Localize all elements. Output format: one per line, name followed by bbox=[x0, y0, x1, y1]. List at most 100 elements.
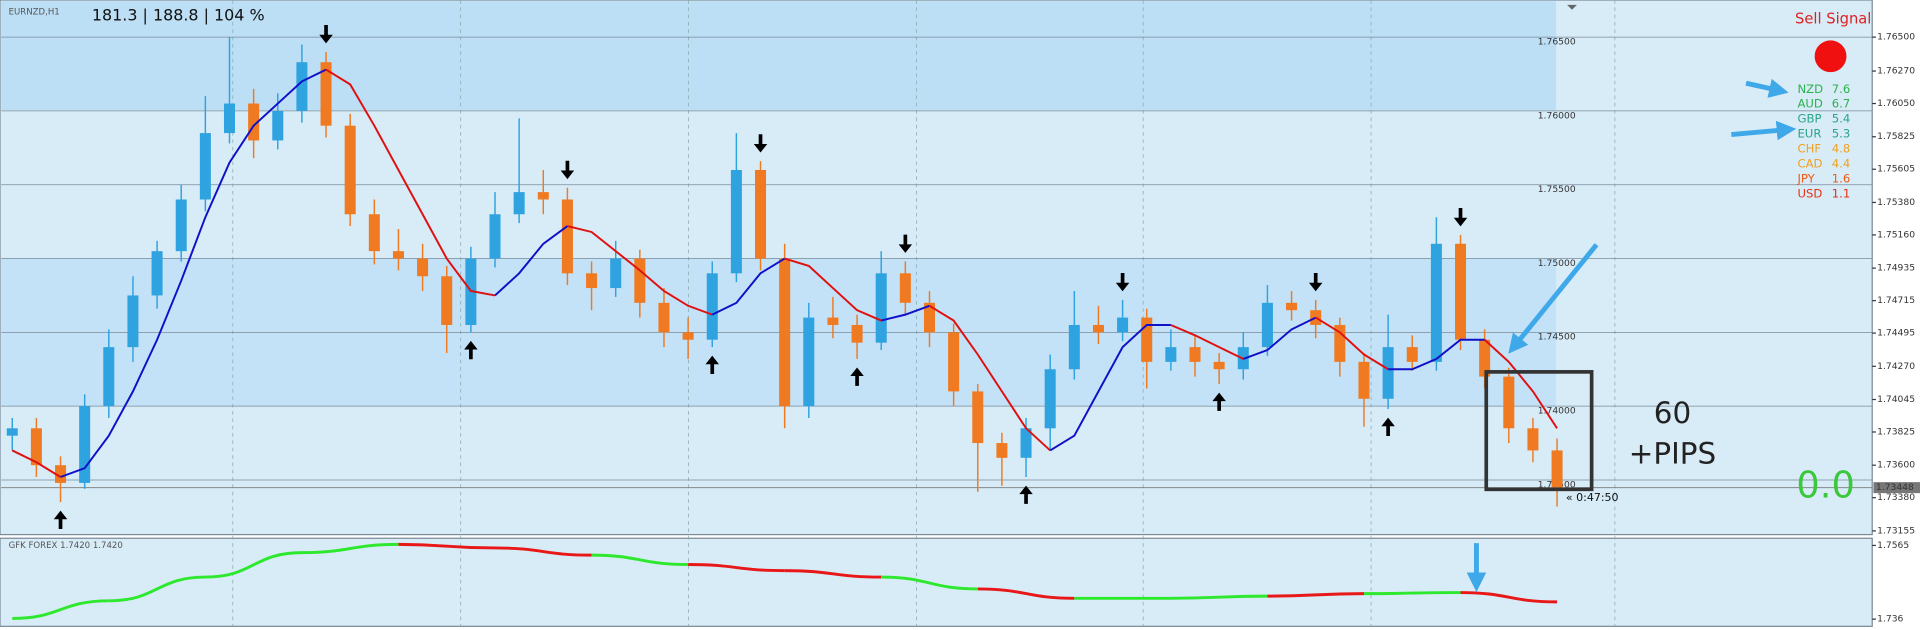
zone bbox=[1, 1, 1557, 111]
candle-body bbox=[634, 258, 646, 303]
indicator-line bbox=[977, 587, 1075, 600]
indicator-line bbox=[495, 546, 592, 557]
candle-body bbox=[272, 110, 284, 141]
y-tick-label: 1.76270 bbox=[1877, 66, 1915, 77]
moving-average bbox=[1315, 316, 1389, 371]
candle-body bbox=[996, 443, 1008, 458]
candle-body bbox=[875, 273, 887, 343]
currency-name: EUR bbox=[1797, 127, 1821, 141]
level-label: 1.75000 bbox=[1538, 258, 1576, 269]
candle-body bbox=[1165, 347, 1177, 362]
y-tick-label: 1.736 bbox=[1877, 614, 1903, 625]
signal-arrow bbox=[1308, 272, 1323, 292]
candle-body bbox=[103, 347, 115, 407]
currency-name: AUD bbox=[1797, 97, 1822, 111]
candle-body bbox=[320, 62, 332, 126]
candle-body bbox=[658, 302, 670, 333]
candle-body bbox=[1020, 428, 1032, 458]
currency-strength: 4.4 bbox=[1832, 156, 1851, 170]
signal-arrow bbox=[1212, 392, 1226, 411]
candle-body bbox=[1503, 376, 1515, 429]
moving-average bbox=[1388, 338, 1485, 371]
candle-body bbox=[1189, 347, 1201, 362]
candle-body bbox=[417, 258, 429, 277]
candle-body bbox=[948, 332, 960, 392]
candle-body bbox=[441, 276, 453, 325]
candle-body bbox=[1551, 450, 1563, 488]
callout-arrow bbox=[1745, 78, 1789, 98]
moving-average bbox=[60, 68, 327, 478]
indicator-line bbox=[398, 542, 496, 550]
candle-body bbox=[610, 258, 622, 289]
moving-average bbox=[11, 449, 62, 478]
candle-body bbox=[1430, 243, 1442, 362]
signal-arrow bbox=[898, 234, 913, 253]
signal-arrow bbox=[53, 510, 68, 530]
candle-body bbox=[6, 428, 18, 436]
candle-body bbox=[586, 273, 598, 289]
indicator-line bbox=[881, 575, 978, 591]
level-label: 1.74500 bbox=[1538, 332, 1576, 343]
y-tick-label: 1.7565 bbox=[1877, 540, 1909, 551]
candle-body bbox=[1068, 324, 1080, 370]
indicator-line bbox=[1363, 591, 1461, 596]
symbol: EURNZD,H1 bbox=[9, 8, 60, 18]
plot: 1.76500 1.76270 1.76050 1.75825 1.75605 1.753… bbox=[1, 24, 1920, 625]
moving-average bbox=[1049, 323, 1171, 452]
currency-strength: 6.7 bbox=[1832, 97, 1851, 111]
indicator-line bbox=[784, 569, 882, 579]
candle-body bbox=[1406, 347, 1418, 362]
candle-body bbox=[851, 324, 863, 343]
y-tick-label: 1.75380 bbox=[1877, 197, 1915, 208]
y-tick-label: 1.75825 bbox=[1877, 131, 1915, 142]
currency-name: CHF bbox=[1797, 142, 1821, 156]
candle-body bbox=[899, 273, 911, 303]
indicator-line bbox=[1267, 592, 1364, 598]
moving-average bbox=[325, 68, 496, 297]
candle-body bbox=[513, 192, 525, 215]
indicator-line bbox=[108, 575, 206, 603]
signal-arrow bbox=[705, 355, 719, 375]
candle-body bbox=[55, 465, 67, 483]
y-tick-label: 1.73380 bbox=[1877, 492, 1915, 503]
moving-average bbox=[1170, 324, 1244, 360]
indicator-line bbox=[1460, 591, 1558, 604]
candle-body bbox=[392, 251, 404, 259]
candle-body bbox=[561, 199, 573, 274]
y-tick-label: 1.74495 bbox=[1877, 328, 1915, 339]
candle-body bbox=[489, 214, 501, 259]
candle-body bbox=[1117, 317, 1129, 333]
candle-body bbox=[30, 428, 42, 466]
current-price-label: 1.73448 bbox=[1876, 482, 1914, 493]
candle-body bbox=[682, 332, 694, 340]
signal-arrow bbox=[560, 160, 575, 180]
y-tick-label: 1.73600 bbox=[1877, 460, 1915, 471]
candle-body bbox=[1092, 324, 1104, 333]
signal-arrow bbox=[319, 24, 333, 44]
indicator-line bbox=[688, 563, 785, 573]
y-tick-label: 1.76050 bbox=[1877, 98, 1915, 109]
candle-body bbox=[223, 103, 236, 134]
pips-label: +PIPS bbox=[1629, 437, 1716, 471]
y-tick-label: 1.75605 bbox=[1877, 164, 1915, 175]
signal-arrow bbox=[753, 134, 768, 153]
candle-body bbox=[1213, 361, 1225, 370]
y-tick-label: 1.74715 bbox=[1877, 295, 1915, 306]
callout-arrow bbox=[1731, 120, 1797, 141]
currency-strength: 1.6 bbox=[1832, 171, 1851, 185]
y-tick-label: 1.76500 bbox=[1877, 32, 1915, 43]
y-tick-label: 1.73155 bbox=[1877, 525, 1915, 536]
candle-body bbox=[296, 62, 308, 111]
signal-arrow bbox=[1019, 485, 1033, 504]
y-tick-label: 1.75160 bbox=[1877, 229, 1915, 240]
stats: 181.3 | 188.8 | 104 % bbox=[92, 5, 265, 24]
currency-name: CAD bbox=[1797, 156, 1822, 170]
currency-name: USD bbox=[1797, 186, 1822, 200]
candle-body bbox=[199, 133, 211, 200]
candle-body bbox=[1479, 339, 1491, 377]
candle-body bbox=[1141, 317, 1153, 362]
candle-body bbox=[127, 295, 139, 348]
candle-body bbox=[1527, 428, 1539, 451]
currency-strength: 5.3 bbox=[1832, 127, 1851, 141]
